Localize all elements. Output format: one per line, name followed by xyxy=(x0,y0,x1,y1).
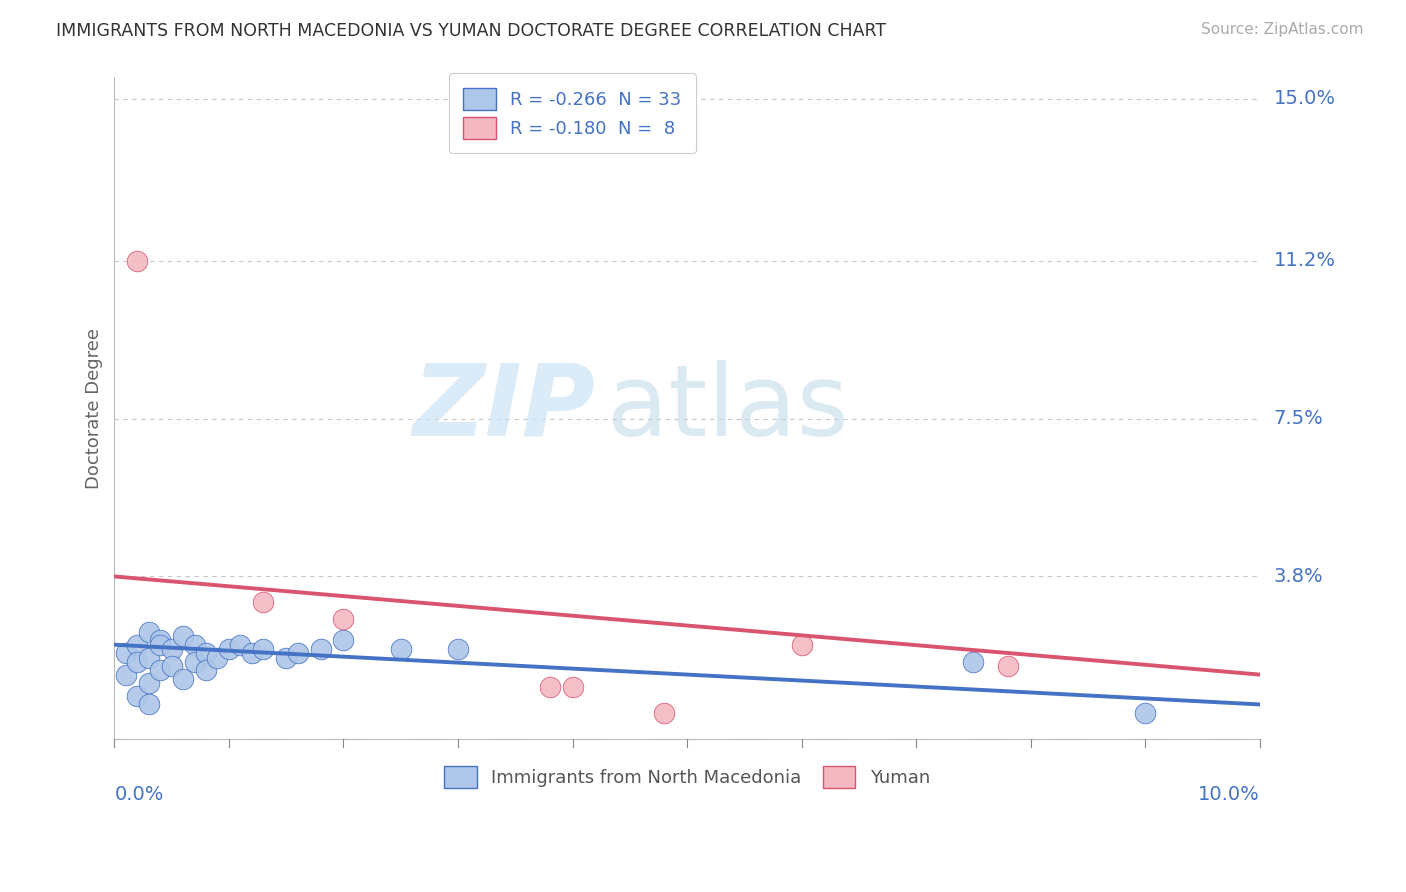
Point xyxy=(332,612,354,626)
Point xyxy=(160,642,183,657)
Text: ZIP: ZIP xyxy=(412,359,595,457)
Point xyxy=(115,667,138,681)
Text: atlas: atlas xyxy=(607,359,848,457)
Point xyxy=(160,659,183,673)
Text: 15.0%: 15.0% xyxy=(1274,89,1336,108)
Point xyxy=(127,253,149,268)
Point xyxy=(127,689,149,703)
Point xyxy=(183,655,205,669)
Point xyxy=(138,698,160,712)
Point xyxy=(332,633,354,648)
Point xyxy=(195,646,218,660)
Point xyxy=(149,638,172,652)
Text: 7.5%: 7.5% xyxy=(1274,409,1323,428)
Legend: Immigrants from North Macedonia, Yuman: Immigrants from North Macedonia, Yuman xyxy=(430,751,945,802)
Point xyxy=(195,663,218,677)
Point xyxy=(183,638,205,652)
Point xyxy=(790,638,813,652)
Point xyxy=(997,659,1019,673)
Point xyxy=(276,650,298,665)
Point xyxy=(389,642,412,657)
Text: 11.2%: 11.2% xyxy=(1274,252,1336,270)
Point xyxy=(252,595,274,609)
Point xyxy=(218,642,240,657)
Point xyxy=(127,638,149,652)
Point xyxy=(252,642,274,657)
Text: 3.8%: 3.8% xyxy=(1274,567,1323,586)
Point xyxy=(138,650,160,665)
Point xyxy=(149,633,172,648)
Point xyxy=(172,672,194,686)
Text: IMMIGRANTS FROM NORTH MACEDONIA VS YUMAN DOCTORATE DEGREE CORRELATION CHART: IMMIGRANTS FROM NORTH MACEDONIA VS YUMAN… xyxy=(56,22,886,40)
Point xyxy=(1133,706,1156,720)
Point xyxy=(127,655,149,669)
Point xyxy=(229,638,252,652)
Text: 0.0%: 0.0% xyxy=(114,785,163,804)
Point xyxy=(309,642,332,657)
Point xyxy=(149,663,172,677)
Point xyxy=(447,642,470,657)
Point xyxy=(172,629,194,643)
Point xyxy=(287,646,309,660)
Text: Source: ZipAtlas.com: Source: ZipAtlas.com xyxy=(1201,22,1364,37)
Point xyxy=(138,676,160,690)
Point xyxy=(240,646,263,660)
Point xyxy=(962,655,984,669)
Y-axis label: Doctorate Degree: Doctorate Degree xyxy=(86,327,103,489)
Point xyxy=(652,706,675,720)
Point xyxy=(561,681,583,695)
Point xyxy=(138,624,160,639)
Point xyxy=(538,681,561,695)
Point xyxy=(207,650,229,665)
Text: 10.0%: 10.0% xyxy=(1198,785,1260,804)
Point xyxy=(115,646,138,660)
